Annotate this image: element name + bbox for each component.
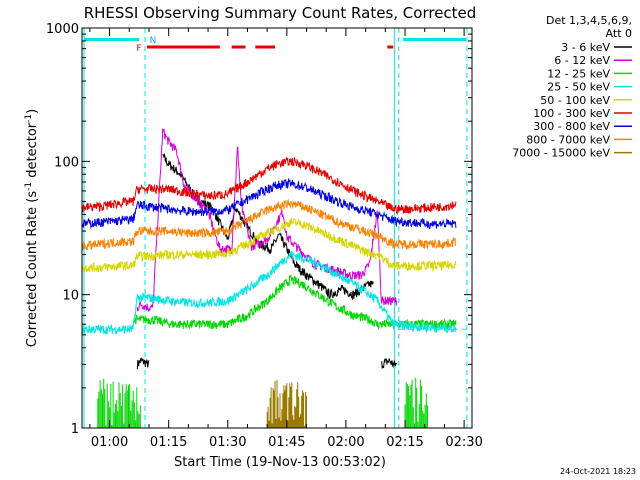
x-axis: 01:00 01:15 01:30 01:45 02:00 02:15 02:30 [89,28,483,450]
series-25-50-kev [81,250,457,335]
y-tick-label: 100 [54,155,79,170]
low-count-spikes [97,378,141,428]
chart-title: RHESSI Observing Summary Count Rates, Co… [84,4,477,22]
footer-timestamp: 24-Oct-2021 18:23 [560,467,636,476]
y-tick-label: 1000 [46,22,79,37]
plot-area: FN [81,28,468,428]
series-line [136,152,398,370]
series-3-6-kev [136,152,398,370]
legend-label-3-6-kev: 3 - 6 keV [561,41,610,54]
legend-header-line2: Att 0 [606,27,632,40]
x-tick-label: 01:45 [268,435,305,450]
legend-label-100-300-kev: 100 - 300 keV [533,107,610,120]
x-axis-label: Start Time (19-Nov-13 00:53:02) [174,455,386,470]
series-line [81,250,457,335]
y-tick-label: 10 [62,289,79,304]
series-line [81,218,457,273]
legend-label-12-25-kev: 12 - 25 keV [547,67,610,80]
y-axis: 1 10 100 1000 [46,22,472,437]
y-tick-label: 1 [71,422,79,437]
series-50-100-kev [81,218,457,273]
y-axis-label: Corrected Count Rate (s-1 detector-1) [24,109,40,347]
x-tick-label: 02:15 [386,435,423,450]
flag-bar-label: F [136,44,141,54]
series-line [81,198,457,251]
series-300-800-kev [81,177,457,230]
legend-label-6-12-kev: 6 - 12 keV [554,54,610,67]
x-tick-label: 01:30 [209,435,246,450]
x-tick-label: 02:30 [445,435,482,450]
x-tick-label: 01:00 [91,435,128,450]
series-800-7000-kev [81,198,457,251]
legend-label-50-100-kev: 50 - 100 keV [540,94,610,107]
marker-label: N [150,36,157,46]
series-line [136,128,398,313]
legend-label-7000-15000-kev: 7000 - 15000 keV [512,147,610,160]
legend-label-800-7000-kev: 800 - 7000 keV [526,133,610,146]
series-6-12-kev [136,128,398,313]
low-count-spikes [404,377,428,428]
legend-label-25-50-kev: 25 - 50 keV [547,81,610,94]
series-7000-15000-kev [266,379,307,428]
legend-label-300-800-kev: 300 - 800 keV [533,120,610,133]
plot-frame [81,27,473,429]
x-tick-label: 02:00 [327,435,364,450]
series-line [81,177,457,230]
series-100-300-kev [81,156,457,215]
series-line [81,156,457,215]
legend-header-line1: Det 1,3,4,5,6,9, [546,14,632,27]
series-line [266,379,307,428]
x-tick-label: 01:15 [150,435,187,450]
